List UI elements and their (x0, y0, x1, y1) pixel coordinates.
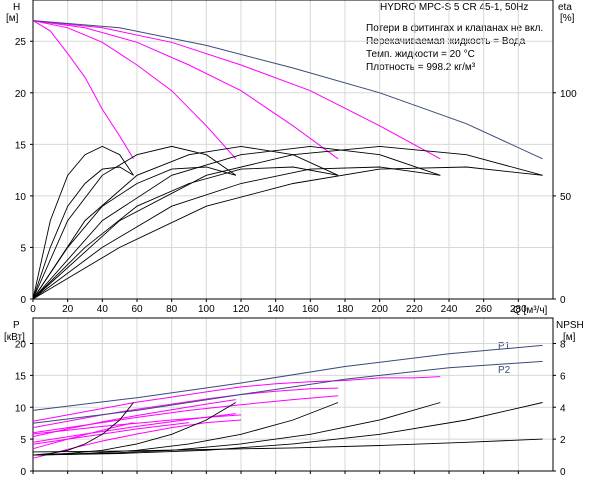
power-curve (32, 422, 134, 450)
efficiency-curve (32, 145, 543, 300)
power-curve (32, 376, 441, 422)
top-xtick-label: 0 (30, 304, 36, 315)
head-curve (32, 20, 237, 160)
head-curve (32, 20, 441, 160)
top-ytick-left-label: 5 (20, 243, 26, 254)
eta-axis-label: eta (558, 2, 572, 13)
bottom-ytick-right-label: 8 (560, 340, 566, 351)
bottom-ytick-left-label: 20 (15, 340, 27, 351)
top-xtick-label: 60 (131, 304, 143, 315)
top-ytick-left-label: 0 (20, 295, 26, 306)
system-curve (32, 20, 543, 160)
npsh-curve (32, 402, 543, 456)
top-ytick-left-label: 10 (15, 192, 27, 203)
p-axis-unit: [кВт] (4, 332, 25, 343)
top-xtick-label: 280 (510, 304, 527, 315)
eta-axis-unit: [%] (560, 13, 575, 24)
p1-series-line (32, 344, 543, 411)
top-frame (32, 0, 554, 300)
top-xtick-label: 160 (302, 304, 319, 315)
top-ytick-left-label: 20 (15, 89, 27, 100)
legend-p2: P2 (498, 365, 511, 376)
note-losses: Потери в фитингах и клапанах не вкл. (366, 22, 543, 34)
bottom-ytick-right-label: 2 (560, 435, 566, 446)
chart-title: HYDRO MPC-S 5 CR 45-1, 50Hz (380, 2, 528, 13)
bottom-ytick-left-label: 10 (15, 403, 27, 414)
power-curve (32, 387, 339, 429)
top-xtick-label: 220 (406, 304, 423, 315)
efficiency-curve (32, 145, 441, 300)
top-xtick-label: 260 (475, 304, 492, 315)
bottom-ytick-right-label: 4 (560, 403, 566, 414)
top-xtick-label: 240 (441, 304, 458, 315)
h-axis-unit: [м] (6, 13, 19, 24)
npsh-curve (32, 438, 543, 453)
legend-p1: P1 (498, 341, 511, 352)
efficiency-curve (32, 166, 441, 300)
p-axis-label: P (13, 320, 20, 331)
top-xtick-label: 40 (97, 304, 109, 315)
top-xtick-label: 100 (198, 304, 215, 315)
p2-series-line (32, 360, 543, 424)
head-curve (32, 20, 339, 160)
bottom-frame (32, 317, 554, 472)
bottom-ytick-right-label: 6 (560, 371, 566, 382)
h-axis-label: H (13, 2, 20, 13)
top-xtick-label: 140 (267, 304, 284, 315)
bottom-ytick-right-label: 0 (560, 467, 566, 478)
efficiency-curve (32, 166, 236, 300)
efficiency-curve (32, 145, 339, 300)
power-curve (32, 422, 190, 445)
head-curve (32, 20, 134, 160)
top-ytick-left-label: 15 (15, 140, 27, 151)
power-curve (32, 414, 242, 435)
top-xtick-label: 20 (62, 304, 74, 315)
top-ytick-right-label: 0 (560, 295, 566, 306)
power-curve (32, 419, 242, 459)
note-density: Плотность = 998.2 кг/м³ (366, 62, 476, 73)
npsh-axis-label: NPSH (556, 320, 584, 331)
top-ytick-right-label: 100 (560, 89, 577, 100)
top-xtick-label: 200 (371, 304, 388, 315)
npsh-curve (32, 402, 134, 456)
efficiency-curve (32, 145, 134, 300)
bottom-ytick-left-label: 15 (15, 371, 27, 382)
top-xtick-label: 120 (233, 304, 250, 315)
bottom-ytick-left-label: 5 (20, 435, 26, 446)
efficiency-curve (32, 145, 237, 300)
note-temperature: Темп. жидкости = 20 °C (366, 49, 475, 60)
power-curve (32, 395, 339, 434)
top-xtick-label: 80 (166, 304, 178, 315)
top-ytick-left-label: 25 (15, 37, 27, 48)
bottom-ytick-left-label: 0 (20, 467, 26, 478)
top-xtick-label: 180 (337, 304, 354, 315)
efficiency-curve (32, 166, 339, 300)
npsh-axis-unit: [м] (563, 332, 576, 343)
npsh-curve (32, 402, 237, 456)
efficiency-curve (32, 166, 543, 300)
top-ytick-right-label: 50 (560, 192, 572, 203)
efficiency-curve (32, 166, 134, 300)
q-axis-label: Q [м³/ч] (513, 305, 548, 316)
power-curve (32, 399, 236, 438)
